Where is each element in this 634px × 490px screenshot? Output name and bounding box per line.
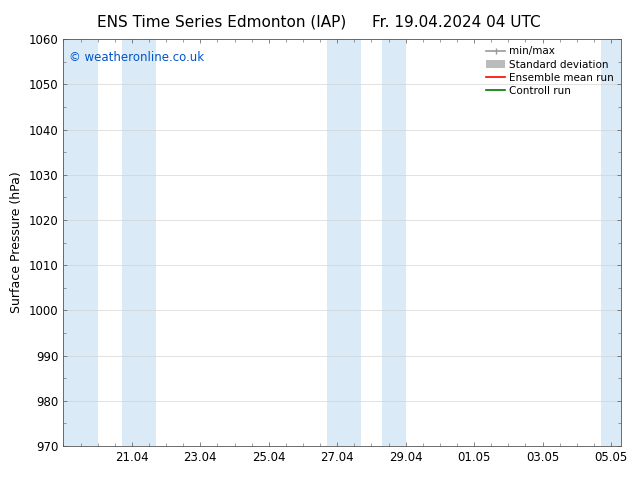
Legend: min/max, Standard deviation, Ensemble mean run, Controll run: min/max, Standard deviation, Ensemble me… — [484, 45, 616, 98]
Bar — [327, 39, 361, 446]
Bar — [382, 39, 406, 446]
Bar — [601, 39, 621, 446]
Text: Fr. 19.04.2024 04 UTC: Fr. 19.04.2024 04 UTC — [372, 15, 541, 30]
Y-axis label: Surface Pressure (hPa): Surface Pressure (hPa) — [10, 172, 23, 314]
Bar — [122, 39, 156, 446]
Text: ENS Time Series Edmonton (IAP): ENS Time Series Edmonton (IAP) — [97, 15, 347, 30]
Bar — [63, 39, 98, 446]
Text: © weatheronline.co.uk: © weatheronline.co.uk — [69, 51, 204, 64]
